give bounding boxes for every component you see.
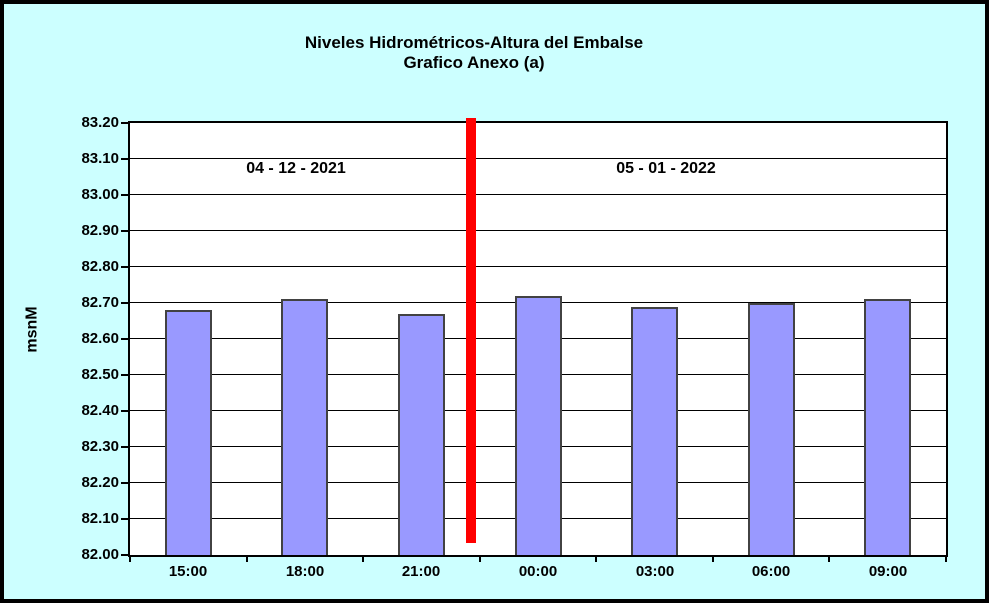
x-tick-mark [129,557,131,562]
y-axis-tick-label: 82.00 [81,546,119,563]
y-axis-tick-label: 83.20 [81,114,119,131]
x-axis-tick-label: 09:00 [868,563,908,580]
y-tick-mark [121,194,128,196]
y-tick-mark [121,482,128,484]
x-tick-mark [246,557,248,562]
x-axis-tick-label: 06:00 [751,563,791,580]
y-axis-tick-label: 82.80 [81,258,119,275]
chart-title-line1: Niveles Hidrométricos-Altura del Embalse [304,33,644,52]
plot-area [128,121,948,557]
bar-00:00 [515,296,562,555]
bar-18:00 [281,299,328,555]
x-axis-tick-label: 18:00 [285,563,325,580]
y-axis-tick-label: 82.60 [81,330,119,347]
x-tick-mark [828,557,830,562]
x-axis-tick-label: 21:00 [401,563,441,580]
y-axis-tick-label: 83.00 [81,186,119,203]
y-axis-tick-label: 82.70 [81,294,119,311]
gridline [130,230,946,231]
y-tick-mark [121,338,128,340]
x-axis-tick-label: 00:00 [518,563,558,580]
y-axis-tick-label: 82.20 [81,474,119,491]
y-tick-mark [121,122,128,124]
y-axis-tick-label: 83.10 [81,150,119,167]
y-tick-mark [121,410,128,412]
x-axis-tick-label: 15:00 [168,563,208,580]
y-axis-tick-label: 82.50 [81,366,119,383]
gridline [130,266,946,267]
y-axis-tick-label: 82.10 [81,510,119,527]
y-tick-mark [121,230,128,232]
y-tick-mark [121,266,128,268]
y-axis-tick-label: 82.30 [81,438,119,455]
gridline [130,158,946,159]
y-tick-mark [121,158,128,160]
y-axis-tick-label: 82.90 [81,222,119,239]
x-tick-mark [595,557,597,562]
y-tick-mark [121,302,128,304]
x-axis-tick-label: 03:00 [635,563,675,580]
y-axis-tick-label: 82.40 [81,402,119,419]
x-tick-mark [362,557,364,562]
x-tick-mark [479,557,481,562]
chart-title: Niveles Hidrométricos-Altura del Embalse… [4,33,944,73]
bar-15:00 [165,310,212,555]
y-tick-mark [121,374,128,376]
bar-06:00 [748,303,795,555]
bar-03:00 [631,307,678,555]
period-separator-line [466,118,476,543]
bar-09:00 [864,299,911,555]
annotation-date-left: 04 - 12 - 2021 [246,160,346,177]
bar-21:00 [398,314,445,555]
y-tick-mark [121,518,128,520]
x-tick-mark [945,557,947,562]
annotation-date-right: 05 - 01 - 2022 [616,160,716,177]
y-tick-mark [121,446,128,448]
x-tick-mark [712,557,714,562]
chart-title-line2: Grafico Anexo (a) [403,53,545,72]
gridline [130,194,946,195]
y-tick-mark [121,554,128,556]
